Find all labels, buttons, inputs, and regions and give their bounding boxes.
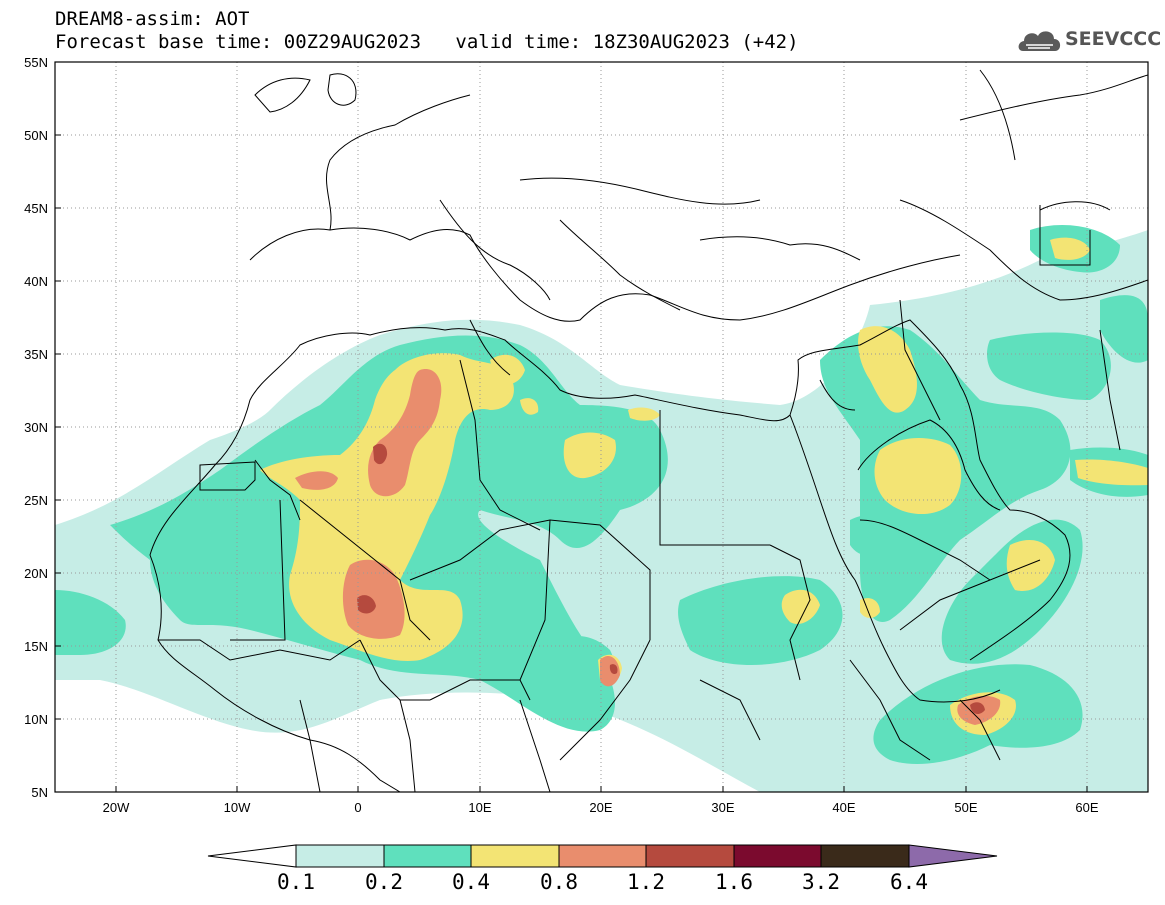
colorbar-label: 0.1 [277, 870, 315, 894]
lon-label: 50E [954, 800, 977, 815]
lat-label: 50N [24, 128, 48, 143]
colorbar-segment [558, 844, 647, 868]
colorbar-label: 6.4 [890, 870, 928, 894]
colorbar-arrow-low [207, 844, 297, 868]
tick-marks [55, 61, 1088, 793]
lat-label: 20N [24, 566, 48, 581]
colorbar-arrow-high [908, 844, 998, 868]
lon-label: 60E [1075, 800, 1098, 815]
grid-lines [55, 62, 1148, 792]
colorbar-label: 0.4 [452, 870, 490, 894]
lon-label: 10W [224, 800, 251, 815]
colorbar-segment [383, 844, 472, 868]
lon-labels: 20W 10W 0 10E 20E 30E 40E 50E 60E [103, 800, 1099, 815]
logo-text: SEEVCCC [1065, 28, 1162, 50]
valid-time: valid time: 18Z30AUG2023 (+42) [455, 31, 799, 53]
coastlines [149, 69, 1148, 792]
lat-label: 35N [24, 347, 48, 362]
seevccc-logo: SEEVCCC [1017, 25, 1161, 55]
lat-label: 30N [24, 420, 48, 435]
lat-label: 40N [24, 274, 48, 289]
lat-label: 10N [24, 712, 48, 727]
lon-label: 0 [354, 800, 361, 815]
lon-label: 30E [711, 800, 734, 815]
colorbar-label: 0.8 [540, 870, 578, 894]
lon-label: 20W [103, 800, 130, 815]
colorbar-segment [820, 844, 910, 868]
colorbar-labels: 0.1 0.2 0.4 0.8 1.2 1.6 3.2 6.4 [277, 870, 928, 894]
lat-label: 55N [24, 55, 48, 70]
cloud-icon [1018, 31, 1061, 51]
colorbar-segment [645, 844, 735, 868]
lat-label: 25N [24, 493, 48, 508]
lat-label: 45N [24, 201, 48, 216]
lon-label: 10E [468, 800, 491, 815]
time-info: Forecast base time: 00Z29AUG2023 valid t… [55, 31, 799, 53]
colorbar-segment [733, 844, 822, 868]
chart-title: DREAM8-assim: AOT [55, 8, 250, 30]
colorbar-segment [295, 844, 385, 868]
lon-label: 20E [589, 800, 612, 815]
aot-band-0.4 [260, 237, 1148, 735]
colorbar-label: 1.2 [627, 870, 665, 894]
lat-labels: 55N 50N 45N 40N 35N 30N 25N 20N 15N 10N … [24, 55, 48, 800]
colorbar-label: 3.2 [802, 870, 840, 894]
colorbar-label: 1.6 [715, 870, 753, 894]
base-time: Forecast base time: 00Z29AUG2023 [55, 31, 422, 53]
colorbar-segment [470, 844, 560, 868]
lat-label: 5N [31, 785, 48, 800]
colorbar [207, 844, 998, 868]
colorbar-label: 0.2 [365, 870, 403, 894]
lat-label: 15N [24, 639, 48, 654]
lon-label: 40E [832, 800, 855, 815]
